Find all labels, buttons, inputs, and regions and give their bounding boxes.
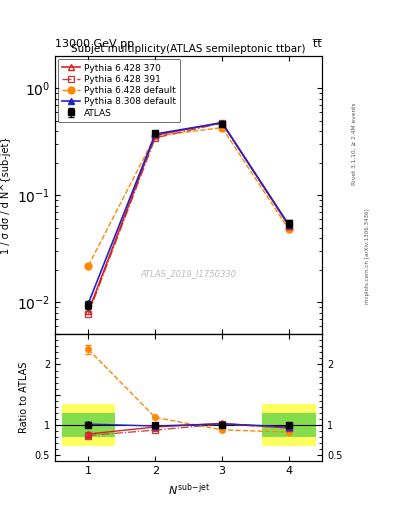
Bar	[262, 413, 316, 437]
Text: Rivet 3.1.10, ≥ 2.4M events: Rivet 3.1.10, ≥ 2.4M events	[352, 102, 357, 185]
Pythia 6.428 391	[220, 120, 224, 126]
Pythia 6.428 370	[286, 223, 291, 229]
X-axis label: $N^{\mathsf{sub\!-\!jet}}$: $N^{\mathsf{sub\!-\!jet}}$	[168, 481, 209, 498]
Bar	[262, 403, 316, 446]
Text: 13000 GeV pp: 13000 GeV pp	[55, 38, 134, 49]
Pythia 8.308 default	[153, 131, 158, 137]
Line: Pythia 8.308 default: Pythia 8.308 default	[85, 119, 292, 307]
Pythia 6.428 370	[220, 119, 224, 125]
Bar	[62, 403, 115, 446]
Y-axis label: 1 / σ dσ / d N^{sub-jet}: 1 / σ dσ / d N^{sub-jet}	[2, 137, 11, 254]
Text: t̅t̅: t̅t̅	[314, 38, 322, 49]
Line: Pythia 6.428 391: Pythia 6.428 391	[86, 120, 292, 316]
Pythia 6.428 391	[86, 311, 91, 317]
Line: Pythia 6.428 default: Pythia 6.428 default	[85, 124, 292, 269]
Pythia 6.428 default	[86, 263, 91, 269]
Text: ATLAS_2019_I1750330: ATLAS_2019_I1750330	[141, 269, 237, 278]
Pythia 6.428 default	[220, 124, 224, 131]
Pythia 6.428 391	[153, 135, 158, 141]
Pythia 6.428 370	[86, 308, 91, 314]
Bar	[62, 413, 115, 437]
Pythia 6.428 370	[153, 132, 158, 138]
Pythia 8.308 default	[86, 300, 91, 306]
Text: Subjet multiplicity(ATLAS semileptonic ttbar): Subjet multiplicity(ATLAS semileptonic t…	[72, 44, 306, 54]
Y-axis label: Ratio to ATLAS: Ratio to ATLAS	[19, 362, 29, 433]
Legend: Pythia 6.428 370, Pythia 6.428 391, Pythia 6.428 default, Pythia 8.308 default, : Pythia 6.428 370, Pythia 6.428 391, Pyth…	[58, 59, 180, 122]
Pythia 6.428 391	[286, 223, 291, 229]
Pythia 6.428 default	[286, 226, 291, 232]
Pythia 8.308 default	[286, 222, 291, 228]
Pythia 6.428 default	[153, 133, 158, 139]
Text: mcplots.cern.ch [arXiv:1306.3436]: mcplots.cern.ch [arXiv:1306.3436]	[365, 208, 371, 304]
Line: Pythia 6.428 370: Pythia 6.428 370	[85, 119, 292, 315]
Pythia 8.308 default	[220, 120, 224, 126]
